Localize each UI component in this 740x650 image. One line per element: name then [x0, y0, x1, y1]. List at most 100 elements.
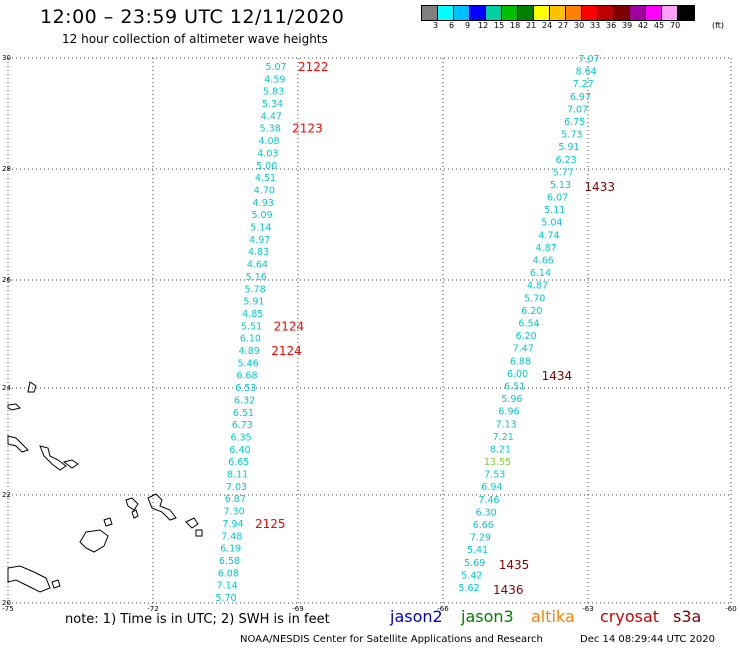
colorbar-tick-label: 27	[558, 21, 569, 30]
satellite-legend-item: cryosat	[600, 607, 660, 626]
swh-value-west: 5.14	[250, 223, 271, 234]
swh-value-east: 6.07	[547, 193, 568, 204]
footer-note: note: 1) Time is in UTC; 2) SWH is in fe…	[65, 612, 330, 627]
colorbar-tick-label: 36	[606, 21, 617, 30]
colorbar-tick-label: 21	[526, 21, 537, 30]
swh-value-west: 6.65	[228, 457, 249, 468]
coastline	[185, 517, 199, 529]
satellite-legend-item: s3a	[673, 607, 702, 626]
coastline	[27, 381, 37, 393]
colorbar-swatch	[518, 6, 534, 20]
swh-value-west: 5.09	[251, 210, 272, 221]
colorbar-swatch	[534, 6, 550, 20]
swh-value-west: 5.34	[262, 99, 283, 110]
swh-value-west: 5.46	[238, 358, 259, 369]
colorbar-swatch	[470, 6, 486, 20]
swh-value-east: 5.42	[461, 570, 482, 581]
swh-value-west: 6.35	[231, 432, 252, 443]
coastline	[62, 459, 79, 469]
lat-tick-label: 24	[2, 384, 11, 392]
swh-value-west: 4.03	[257, 148, 278, 159]
colorbar-swatch	[550, 6, 566, 20]
swh-value-west: 6.08	[218, 568, 239, 579]
swh-value-west: 7.03	[226, 482, 247, 493]
swh-value-east: 6.54	[518, 319, 539, 330]
orbit-number-label: 1434	[542, 369, 573, 383]
colorbar-swatch	[662, 6, 678, 20]
lon-tick-label: -69	[292, 605, 303, 613]
swh-value-west: 4.97	[249, 235, 270, 246]
swh-value-west: 4.83	[248, 247, 269, 258]
swh-value-east: 7.53	[484, 470, 505, 481]
swh-value-west: 5.07	[265, 62, 286, 73]
swh-value-west: 4.51	[255, 173, 276, 184]
swh-value-west: 5.16	[246, 272, 267, 283]
orbit-number-label: 2124	[271, 344, 302, 358]
swh-value-west: 7.30	[224, 507, 245, 518]
lon-tick-label: -66	[437, 605, 449, 613]
swh-value-west: 6.40	[229, 445, 250, 456]
swh-value-east: 5.77	[553, 167, 574, 178]
colorbar-swatch	[582, 6, 598, 20]
colorbar-tick-label: 45	[654, 21, 665, 30]
swh-value-west: 4.47	[261, 111, 282, 122]
colorbar-unit-label: (ft)	[712, 21, 725, 30]
swh-value-east: 5.70	[524, 293, 545, 304]
coastline	[7, 403, 21, 411]
swh-value-east: 4.66	[533, 256, 554, 267]
coastline	[7, 565, 51, 593]
lat-tick-label: 26	[2, 276, 11, 284]
swh-value-east: 7.29	[470, 533, 491, 544]
colorbar-swatch	[566, 6, 582, 20]
colorbar-swatch	[598, 6, 614, 20]
chart-subtitle: 12 hour collection of altimeter wave hei…	[62, 32, 328, 46]
orbit-number-label: 1433	[584, 180, 615, 194]
swh-value-west: 5.70	[215, 593, 236, 604]
swh-value-east: 6.94	[481, 482, 502, 493]
swh-value-east: 5.04	[541, 218, 562, 229]
coastline	[79, 529, 109, 553]
coastline	[51, 579, 61, 589]
swh-value-west: 7.94	[222, 519, 243, 530]
swh-value-west: 4.59	[264, 74, 285, 85]
swh-value-west: 4.89	[239, 346, 260, 357]
swh-value-west: 6.68	[236, 371, 257, 382]
colorbar-tick-label: 3	[433, 21, 439, 30]
coastline	[195, 529, 203, 537]
coastline	[7, 435, 29, 453]
swh-value-west: 7.48	[221, 531, 242, 542]
lat-tick-label: 28	[2, 165, 11, 173]
colorbar-tick-label: 33	[590, 21, 601, 30]
coastline	[147, 493, 177, 521]
lon-tick-label: -63	[582, 605, 593, 613]
swh-value-east: 7.46	[478, 495, 499, 506]
swh-value-east: 6.00	[507, 369, 528, 380]
orbit-number-label: 2124	[274, 319, 305, 333]
swh-value-east: 8.64	[576, 67, 597, 78]
swh-value-west: 6.32	[234, 395, 255, 406]
swh-value-east: 5.96	[501, 394, 522, 405]
orbit-number-label: 1435	[499, 558, 530, 572]
orbit-number-label: 2123	[292, 122, 323, 136]
swh-value-west: 8.11	[227, 470, 248, 481]
swh-value-east: 4.87	[527, 281, 548, 292]
swh-value-east: 6.20	[516, 331, 537, 342]
swh-value-east: 5.91	[558, 142, 579, 153]
swh-value-east: 7.27	[573, 79, 594, 90]
swh-value-east: 5.41	[467, 545, 488, 556]
swh-value-east: 7.07	[578, 54, 599, 65]
colorbar-tick-label: 30	[574, 21, 585, 30]
swh-value-east: 6.66	[473, 520, 494, 531]
colorbar-swatch	[486, 6, 502, 20]
swh-value-west: 5.78	[244, 284, 265, 295]
colorbar-tick-label: 15	[494, 21, 505, 30]
swh-value-east: 6.75	[564, 117, 585, 128]
swh-value-west: 4.93	[253, 198, 274, 209]
swh-value-west: 6.87	[225, 494, 246, 505]
swh-value-east: 5.69	[464, 558, 485, 569]
coastline	[103, 517, 113, 527]
swh-value-west: 4.08	[258, 136, 279, 147]
colorbar-swatch	[422, 6, 438, 20]
swh-value-west: 6.58	[219, 556, 240, 567]
colorbar-tick-label: 9	[465, 21, 471, 30]
